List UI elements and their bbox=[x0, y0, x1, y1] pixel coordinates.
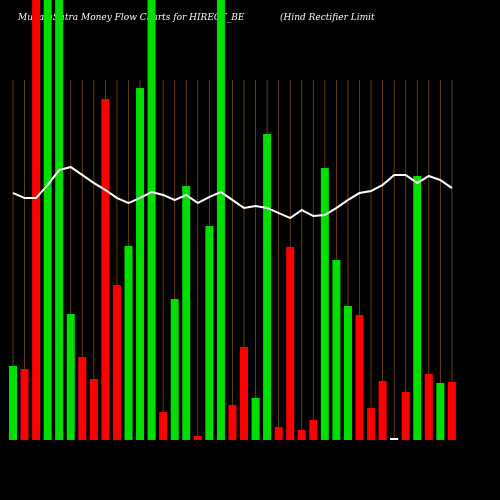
bar bbox=[274, 427, 283, 440]
bar bbox=[55, 0, 64, 440]
bar bbox=[447, 382, 456, 440]
bar bbox=[286, 247, 295, 440]
bar bbox=[182, 186, 191, 440]
bar bbox=[390, 438, 399, 440]
chart-subtitle: (Hind Rectifier Limit bbox=[280, 12, 375, 23]
bar bbox=[43, 0, 52, 440]
bar bbox=[101, 99, 110, 440]
bar bbox=[228, 405, 237, 440]
bar bbox=[436, 383, 445, 440]
bar bbox=[66, 314, 75, 440]
bar bbox=[320, 168, 329, 440]
bar bbox=[124, 246, 133, 440]
bar bbox=[332, 260, 341, 440]
bar bbox=[9, 366, 17, 440]
bar bbox=[343, 306, 352, 440]
bar bbox=[193, 436, 202, 440]
bar bbox=[263, 134, 272, 440]
bar bbox=[355, 315, 364, 440]
bar bbox=[424, 374, 433, 440]
bar bbox=[136, 88, 145, 440]
bar bbox=[20, 369, 29, 440]
bar bbox=[309, 420, 318, 440]
bar bbox=[297, 430, 306, 440]
bar bbox=[112, 285, 121, 440]
bar bbox=[89, 379, 98, 440]
bar bbox=[159, 412, 168, 440]
chart-title: MunafaSutra Money Flow Charts for HIRECT… bbox=[17, 13, 245, 23]
bar bbox=[367, 408, 376, 440]
bar bbox=[32, 0, 41, 440]
bar bbox=[170, 299, 179, 440]
bar bbox=[205, 226, 214, 440]
bar bbox=[413, 176, 422, 440]
bar bbox=[240, 347, 248, 440]
bar bbox=[78, 357, 87, 440]
bar bbox=[251, 398, 260, 440]
bar bbox=[147, 0, 156, 440]
bar bbox=[401, 392, 410, 440]
bar bbox=[378, 381, 387, 440]
bar bbox=[216, 0, 225, 440]
money-flow-line bbox=[12, 165, 453, 220]
